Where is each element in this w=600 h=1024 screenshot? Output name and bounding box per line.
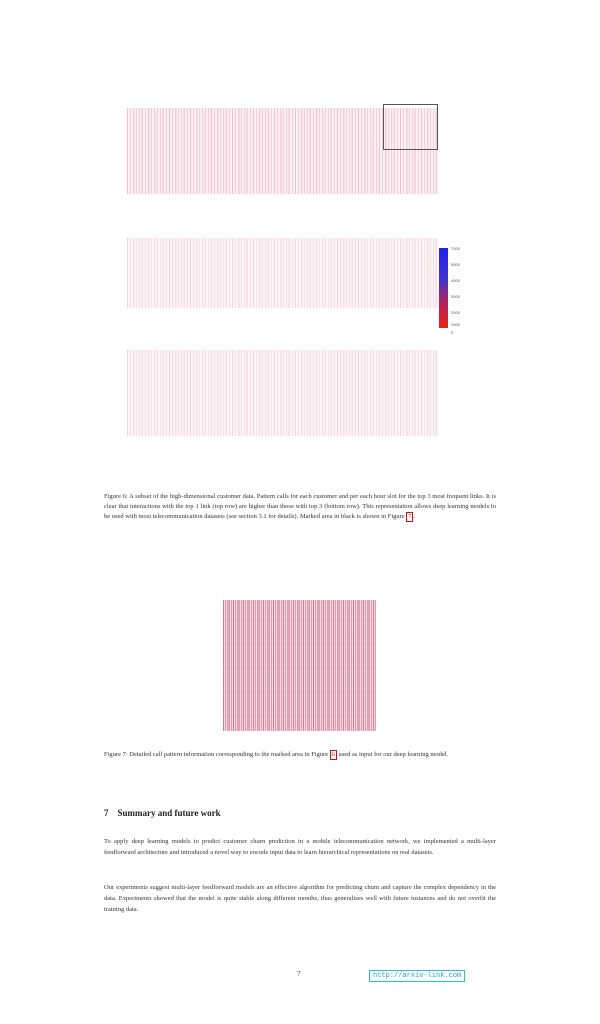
figure7-caption: Figure 7: Detailed call pattern informat… xyxy=(104,750,496,760)
figure6-marked-area xyxy=(383,104,438,150)
colorbar-tick-label: 5000 xyxy=(451,262,460,267)
colorbar-tick-label: 7000 xyxy=(451,246,460,251)
colorbar-tick-label: 3000 xyxy=(451,294,460,299)
figure7-heatmap xyxy=(223,600,376,731)
figure6-caption-text: Figure 6: A subset of the high-dimension… xyxy=(104,493,496,520)
footer-url-link[interactable]: http://arxiv-link.com xyxy=(369,970,466,982)
colorbar-tick-label: 2000 xyxy=(451,310,460,315)
section-title: Summary and future work xyxy=(117,808,221,818)
body-paragraph: To apply deep learning models to predict… xyxy=(104,838,496,856)
figure6-heatmap-bottom xyxy=(127,350,438,436)
colorbar-tick-label: 1000 xyxy=(451,322,460,327)
figure6-caption-end: . xyxy=(413,513,415,520)
figure7-caption-end: used as input for our deep learning mode… xyxy=(338,751,449,758)
page-number: 7 xyxy=(297,970,301,978)
figure6-caption: Figure 6: A subset of the high-dimension… xyxy=(104,492,496,522)
section-heading: 7 Summary and future work xyxy=(104,808,221,818)
body-paragraph: Our experiments suggest multi-layer feed… xyxy=(104,884,496,913)
section-number: 7 xyxy=(104,808,109,818)
figure7-reference-link[interactable]: 7 xyxy=(406,512,414,522)
colorbar-tick-label: 0 xyxy=(451,330,454,335)
figure6-heatmap-top xyxy=(127,108,438,194)
figure6-heatmap-middle xyxy=(127,238,438,308)
figure6-reference-link[interactable]: 6 xyxy=(329,750,337,760)
figure6-colorbar xyxy=(439,248,448,328)
figure7-caption-text: Figure 7: Detailed call pattern informat… xyxy=(104,751,329,758)
colorbar-tick-label: 4000 xyxy=(451,278,460,283)
